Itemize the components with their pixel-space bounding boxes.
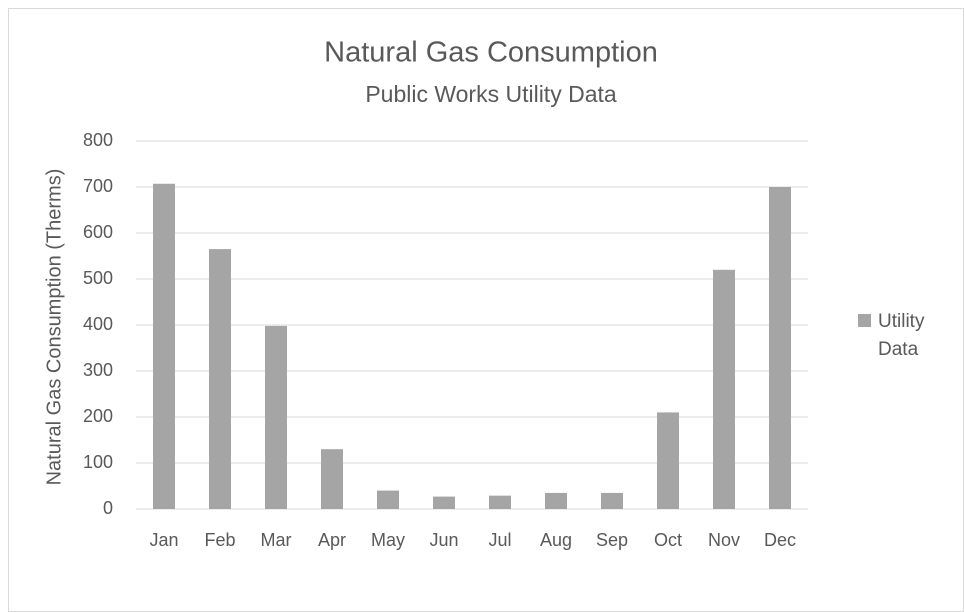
x-tick-label: Jul <box>488 530 511 550</box>
x-tick-label: Aug <box>540 530 572 550</box>
x-tick-label: Mar <box>261 530 292 550</box>
bar <box>713 269 735 509</box>
bar <box>657 412 679 509</box>
bar <box>209 249 231 509</box>
x-tick-label: Feb <box>204 530 235 550</box>
y-tick-label: 200 <box>83 406 113 426</box>
bar <box>377 490 399 509</box>
legend-swatch <box>858 314 871 327</box>
y-tick-label: 600 <box>83 222 113 242</box>
y-tick-label: 100 <box>83 452 113 472</box>
x-tick-label: Apr <box>318 530 346 550</box>
bar <box>545 492 567 509</box>
y-axis-label: Natural Gas Consumption (Therms) <box>43 169 65 486</box>
y-tick-label: 300 <box>83 360 113 380</box>
bar <box>489 495 511 509</box>
bar <box>321 449 343 509</box>
bar <box>265 325 287 509</box>
chart-title: Natural Gas Consumption <box>324 37 658 69</box>
x-tick-label: May <box>371 530 405 550</box>
bar <box>153 183 175 509</box>
y-tick-label: 500 <box>83 268 113 288</box>
x-tick-label: Oct <box>654 530 682 550</box>
x-tick-label: Jun <box>429 530 458 550</box>
y-tick-label: 400 <box>83 314 113 334</box>
x-tick-label: Dec <box>764 530 796 550</box>
y-tick-label: 700 <box>83 176 113 196</box>
bar <box>433 496 455 509</box>
bar <box>769 187 791 509</box>
x-tick-label: Jan <box>149 530 178 550</box>
bar <box>601 492 623 509</box>
legend-label: Utility Data <box>878 311 925 360</box>
x-tick-label: Sep <box>596 530 628 550</box>
x-tick-label: Nov <box>708 530 740 550</box>
y-tick-label: 0 <box>103 498 113 518</box>
y-tick-label: 800 <box>83 130 113 150</box>
chart-subtitle: Public Works Utility Data <box>365 81 617 107</box>
